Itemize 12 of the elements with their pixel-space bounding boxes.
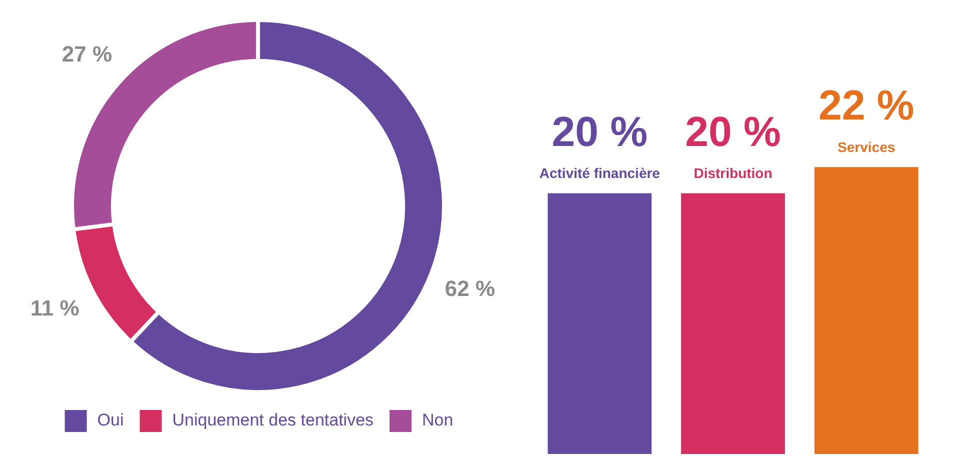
data-label: 27 % (62, 41, 112, 66)
x-tick-label: Distribution (694, 165, 772, 182)
data-label: 11 % (30, 296, 80, 321)
x-tick-label: Activité financière (539, 165, 660, 182)
data-label: 20 % (552, 108, 648, 155)
legend-label: Non (422, 410, 454, 430)
legend-label: Oui (97, 410, 124, 430)
legend-label: Uniquement des tentatives (172, 410, 374, 430)
data-label: 62 % (444, 276, 496, 301)
x-tick-label: Services (838, 138, 896, 155)
data-label: 22 % (818, 82, 914, 129)
data-label: 20 % (685, 108, 781, 155)
